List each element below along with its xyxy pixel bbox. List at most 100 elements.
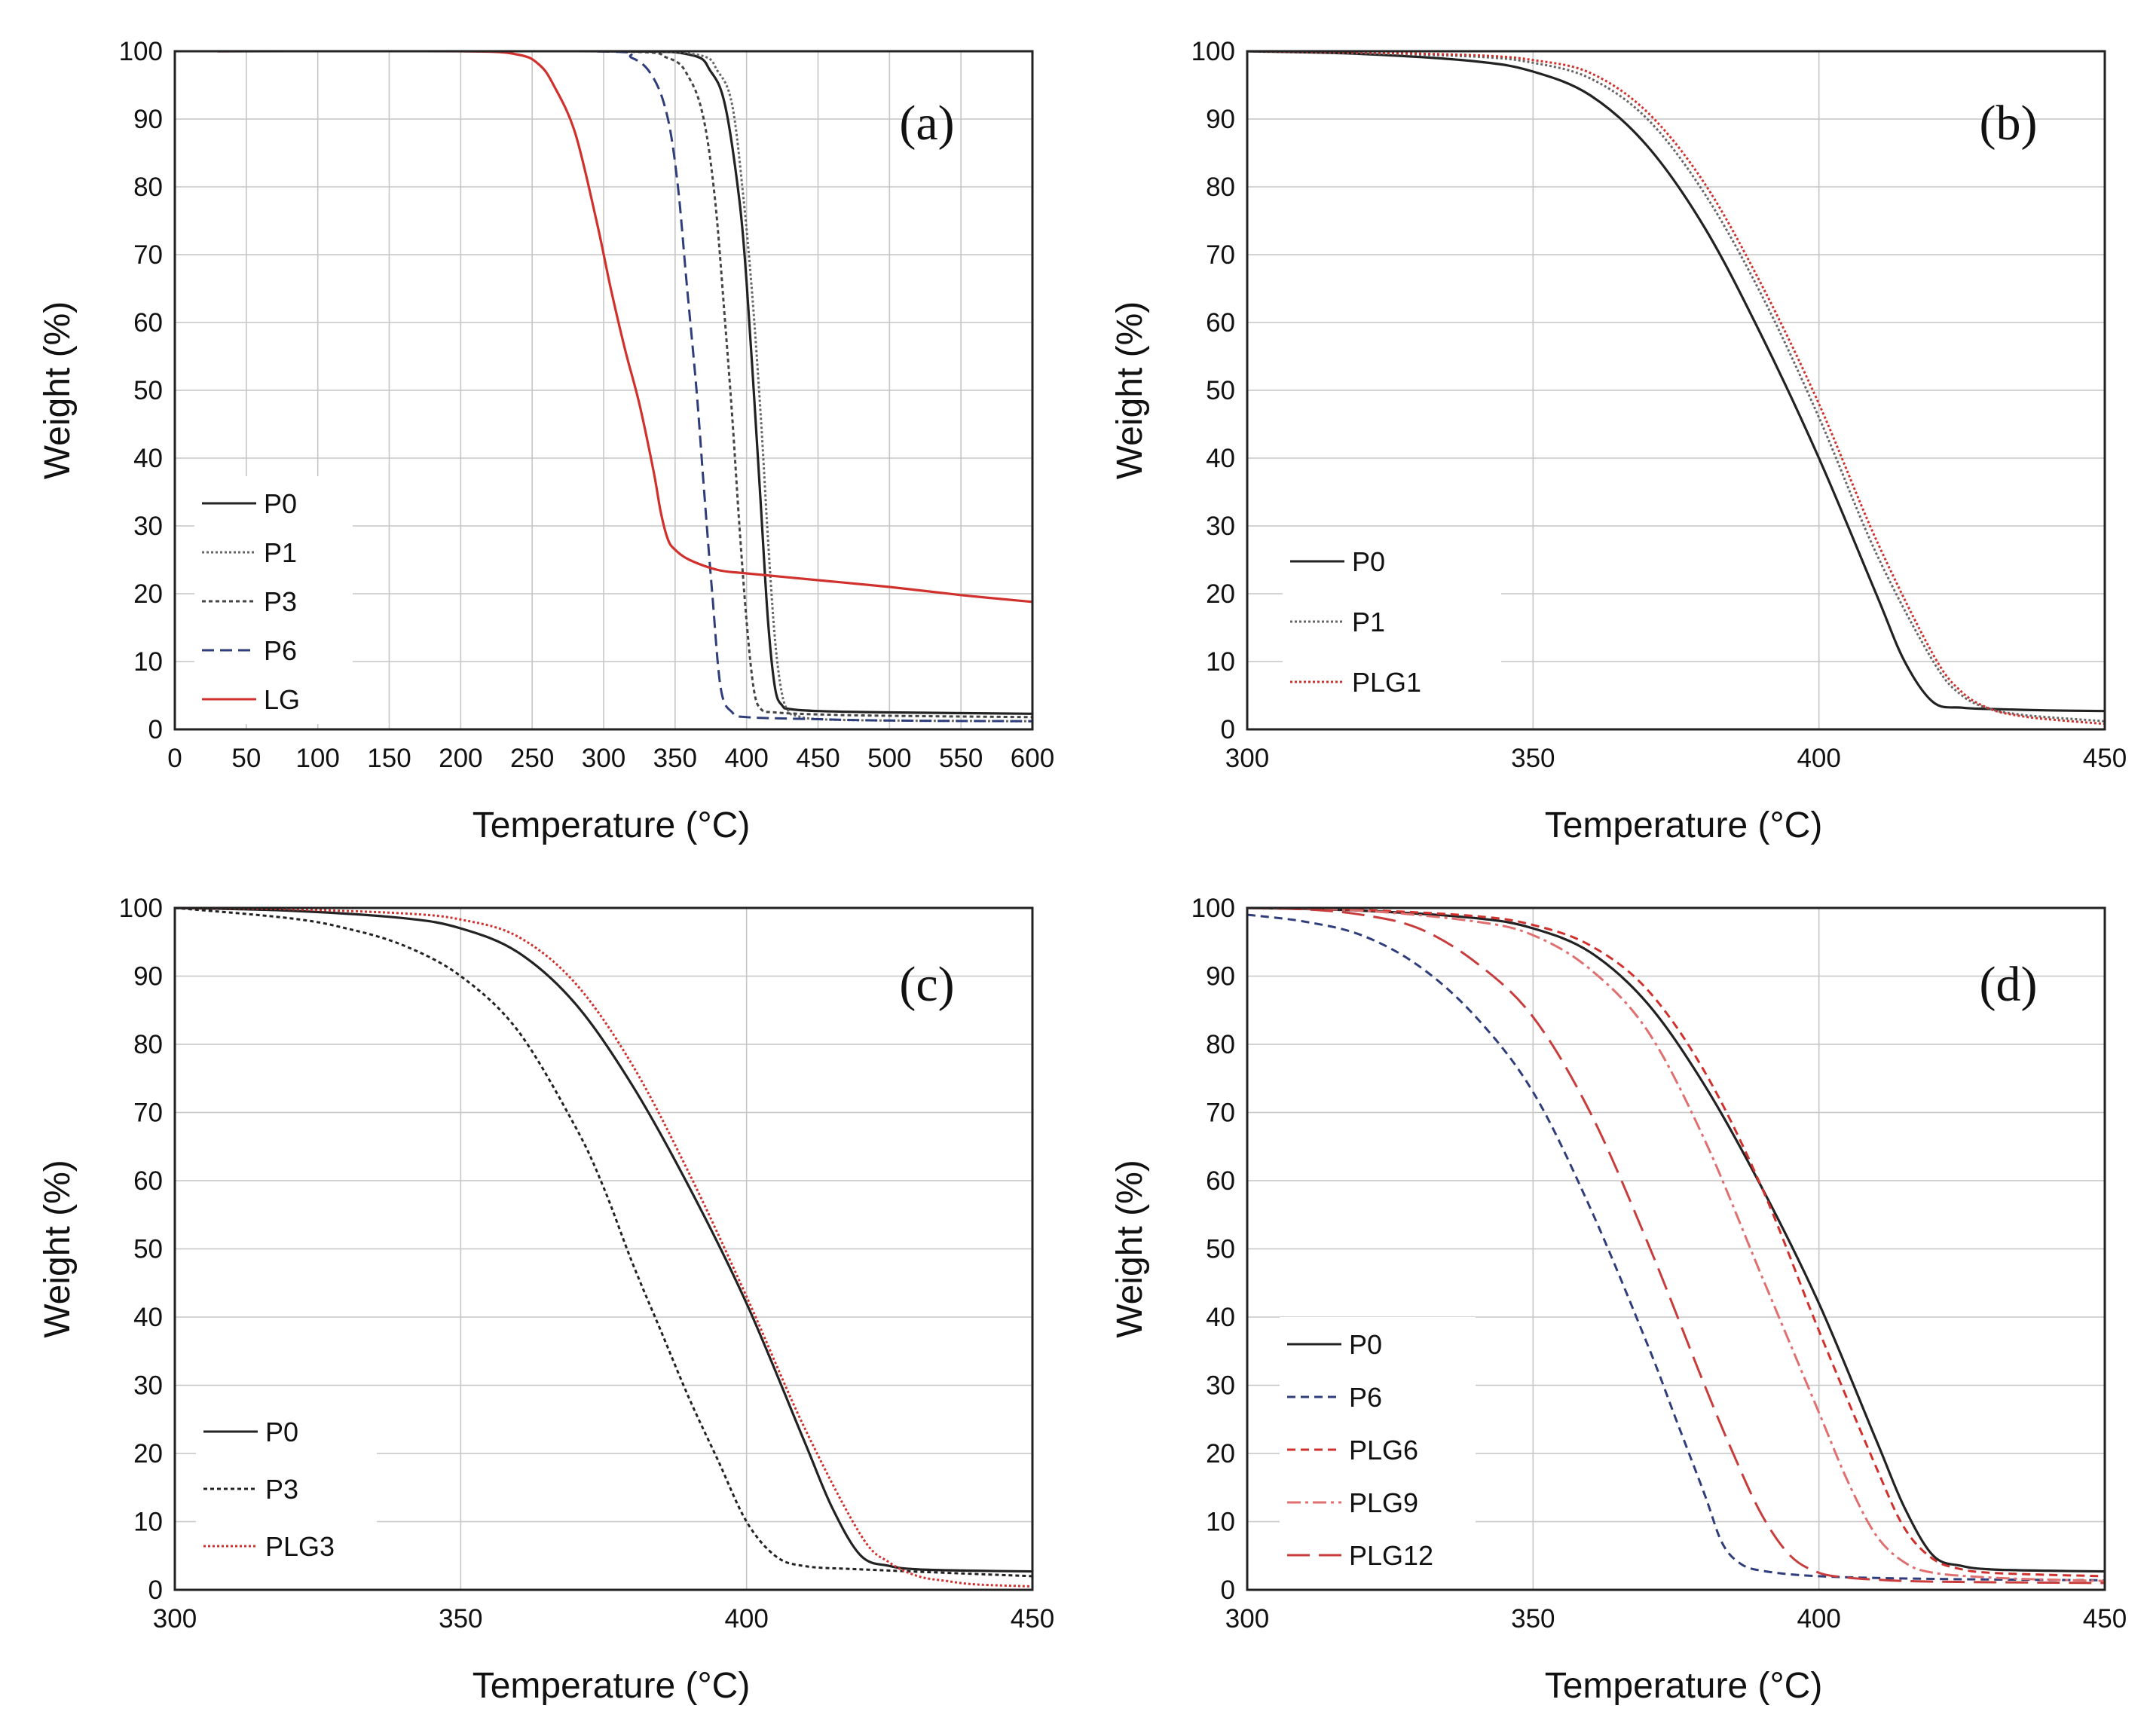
x-tick-label: 500: [867, 744, 911, 773]
series-line-plg9: [1247, 908, 2105, 1582]
y-tick-label: 40: [1206, 1303, 1235, 1332]
y-axis-title: Weight (%): [1110, 1160, 1150, 1338]
legend-label-plg3: PLG3: [265, 1531, 335, 1562]
x-tick-label: 150: [367, 744, 411, 773]
y-tick-label: 0: [148, 1576, 163, 1605]
series-line-p3: [175, 908, 1032, 1578]
y-tick-label: 70: [133, 240, 163, 270]
plot-frame: [173, 50, 1034, 731]
legend-label-p3: P3: [265, 1474, 298, 1505]
legend-label-p1: P1: [264, 537, 297, 568]
y-tick-label: 0: [1221, 1576, 1235, 1605]
x-tick-label: 250: [510, 744, 554, 773]
panel-b: 300 350 400 450 0 10 20 30 40 50 60 70 80 90 100 Temper…: [1110, 37, 2127, 845]
series-line-p6: [217, 51, 1032, 723]
y-tick-label: 90: [133, 105, 163, 134]
y-tick-label: 40: [133, 1303, 163, 1332]
y-tick-label: 50: [1206, 1235, 1235, 1264]
y-tick-label: 70: [133, 1099, 163, 1128]
legend-label-lg: LG: [264, 684, 300, 715]
panel-label: (c): [899, 957, 954, 1012]
x-tick-label: 300: [582, 744, 625, 773]
x-tick-label: 0: [167, 744, 182, 773]
y-axis-title: Weight (%): [38, 1160, 78, 1338]
x-tick-label: 200: [439, 744, 482, 773]
y-tick-label: 50: [1206, 376, 1235, 405]
y-tick-label: 60: [1206, 1166, 1235, 1196]
y-tick-label: 10: [1206, 647, 1235, 677]
x-tick-label: 350: [1511, 744, 1555, 773]
x-tick-label: 350: [653, 744, 697, 773]
series-line-p3: [217, 51, 1032, 719]
y-tick-label: 20: [1206, 579, 1235, 609]
series-line-lg: [217, 51, 1032, 604]
y-tick-label: 20: [1206, 1439, 1235, 1469]
y-tick-label: 20: [133, 1439, 163, 1469]
panel-a: 0 50 100 150 200 250 300 350 400 450 500 550 600 0 10 2…: [38, 37, 1054, 845]
x-tick-label: 450: [2083, 1604, 2127, 1634]
y-tick-label: 70: [1206, 1099, 1235, 1128]
y-axis-title: Weight (%): [1110, 301, 1150, 480]
y-tick-label: 10: [1206, 1508, 1235, 1537]
y-tick-label: 40: [133, 444, 163, 473]
x-tick-label: 400: [1797, 1604, 1840, 1634]
legend-background: [1283, 534, 1501, 718]
y-tick-label: 80: [1206, 173, 1235, 202]
series-group: [1247, 908, 2105, 1585]
y-tick-label: 90: [1206, 105, 1235, 134]
legend-label-p0: P0: [265, 1417, 298, 1447]
y-axis-title: Weight (%): [38, 301, 78, 480]
y-tick-label: 100: [119, 894, 163, 923]
y-tick-label: 0: [148, 715, 163, 744]
y-tick-label: 0: [1221, 715, 1235, 744]
legend-background: [1280, 1317, 1476, 1584]
panel-d: 300 350 400 450 0 10 20 30 40 50 60 70 80 90 100 Temper…: [1110, 894, 2127, 1706]
y-tick-label: 60: [133, 308, 163, 338]
legend-label-p0: P0: [1349, 1329, 1382, 1360]
y-tick-label: 60: [1206, 308, 1235, 338]
x-tick-label: 300: [1225, 744, 1269, 773]
y-tick-label: 100: [1191, 37, 1235, 66]
x-axis-title: Temperature (°C): [1545, 805, 1823, 845]
x-tick-label: 100: [295, 744, 339, 773]
x-axis-title: Temperature (°C): [1545, 1666, 1823, 1706]
y-tick-label: 100: [119, 37, 163, 66]
x-axis-title: Temperature (°C): [473, 805, 751, 845]
series-line-plg3: [175, 908, 1032, 1588]
series-group: [175, 908, 1032, 1588]
legend-label-p6: P6: [264, 635, 297, 666]
y-tick-label: 30: [133, 512, 163, 541]
series-group: [1247, 51, 2105, 726]
series-line-p1: [1247, 51, 2105, 723]
x-tick-label: 400: [724, 1604, 768, 1634]
plot-frame: [173, 906, 1034, 1591]
series-line-p6: [1247, 913, 2105, 1582]
panel-label: (b): [1980, 96, 2038, 151]
legend-label-plg6: PLG6: [1349, 1435, 1418, 1466]
plot-frame: [1246, 50, 2106, 731]
x-tick-label: 400: [724, 744, 768, 773]
y-tick-label: 10: [133, 1508, 163, 1537]
y-tick-label: 80: [133, 1030, 163, 1059]
y-tick-label: 80: [1206, 1030, 1235, 1059]
x-tick-label: 300: [1225, 1604, 1269, 1634]
legend-label-p0: P0: [1352, 546, 1385, 577]
y-tick-label: 90: [1206, 962, 1235, 992]
legend-label-p0: P0: [264, 488, 297, 519]
panel-label: (a): [899, 96, 954, 151]
y-tick-label: 30: [1206, 1371, 1235, 1401]
x-tick-label: 350: [439, 1604, 482, 1634]
legend-background: [196, 1404, 377, 1579]
series-line-plg6: [1247, 908, 2105, 1578]
legend-label-plg1: PLG1: [1352, 667, 1421, 698]
y-tick-label: 30: [1206, 512, 1235, 541]
y-tick-label: 100: [1191, 894, 1235, 923]
panel-c: 300 350 400 450 0 10 20 30 40 50 60 70 80 90 100 Temper…: [38, 894, 1054, 1706]
x-tick-label: 450: [2083, 744, 2127, 773]
y-tick-label: 90: [133, 962, 163, 992]
legend-background: [194, 476, 353, 724]
y-tick-label: 20: [133, 579, 163, 609]
y-tick-label: 30: [133, 1371, 163, 1401]
panel-label: (d): [1980, 957, 2038, 1012]
x-tick-label: 450: [1011, 1604, 1054, 1634]
